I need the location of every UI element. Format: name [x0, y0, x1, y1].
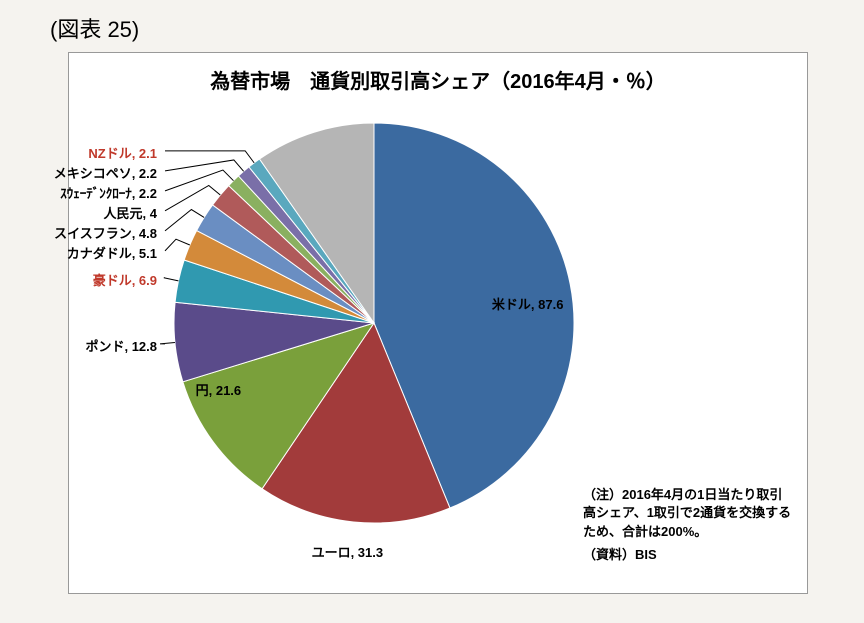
data-label: 円, 21.6	[196, 380, 242, 399]
chart-frame: 為替市場 通貨別取引高シェア（2016年4月・％） 米ドル, 87.6 ユーロ, …	[68, 52, 808, 594]
data-label: NZドル, 2.1	[88, 143, 157, 162]
data-label: 米ドル, 87.6	[492, 294, 564, 313]
chart-note: （注）2016年4月の1日当たり取引高シェア、1取引で2通貨を交換するため、合計…	[583, 486, 793, 569]
data-label: カナダドル, 5.1	[67, 243, 157, 262]
figure-caption: (図表 25)	[50, 12, 139, 44]
data-label: メキシコペソ, 2.2	[54, 163, 157, 182]
note-line: （資料）BIS	[583, 546, 793, 565]
data-label: 豪ドル, 6.9	[93, 270, 157, 289]
data-label: ポンド, 12.8	[85, 336, 157, 355]
data-label: 人民元, 4	[104, 203, 157, 222]
data-label: ｽｳｪｰﾃﾞﾝｸﾛｰﾅ, 2.2	[60, 183, 157, 202]
note-line: （注）2016年4月の1日当たり取引高シェア、1取引で2通貨を交換するため、合計…	[583, 486, 793, 543]
data-label: スイスフラン, 4.8	[54, 223, 157, 242]
data-label: ユーロ, 31.3	[312, 542, 384, 561]
chart-title: 為替市場 通貨別取引高シェア（2016年4月・％）	[69, 65, 807, 94]
pie-chart	[164, 113, 584, 533]
